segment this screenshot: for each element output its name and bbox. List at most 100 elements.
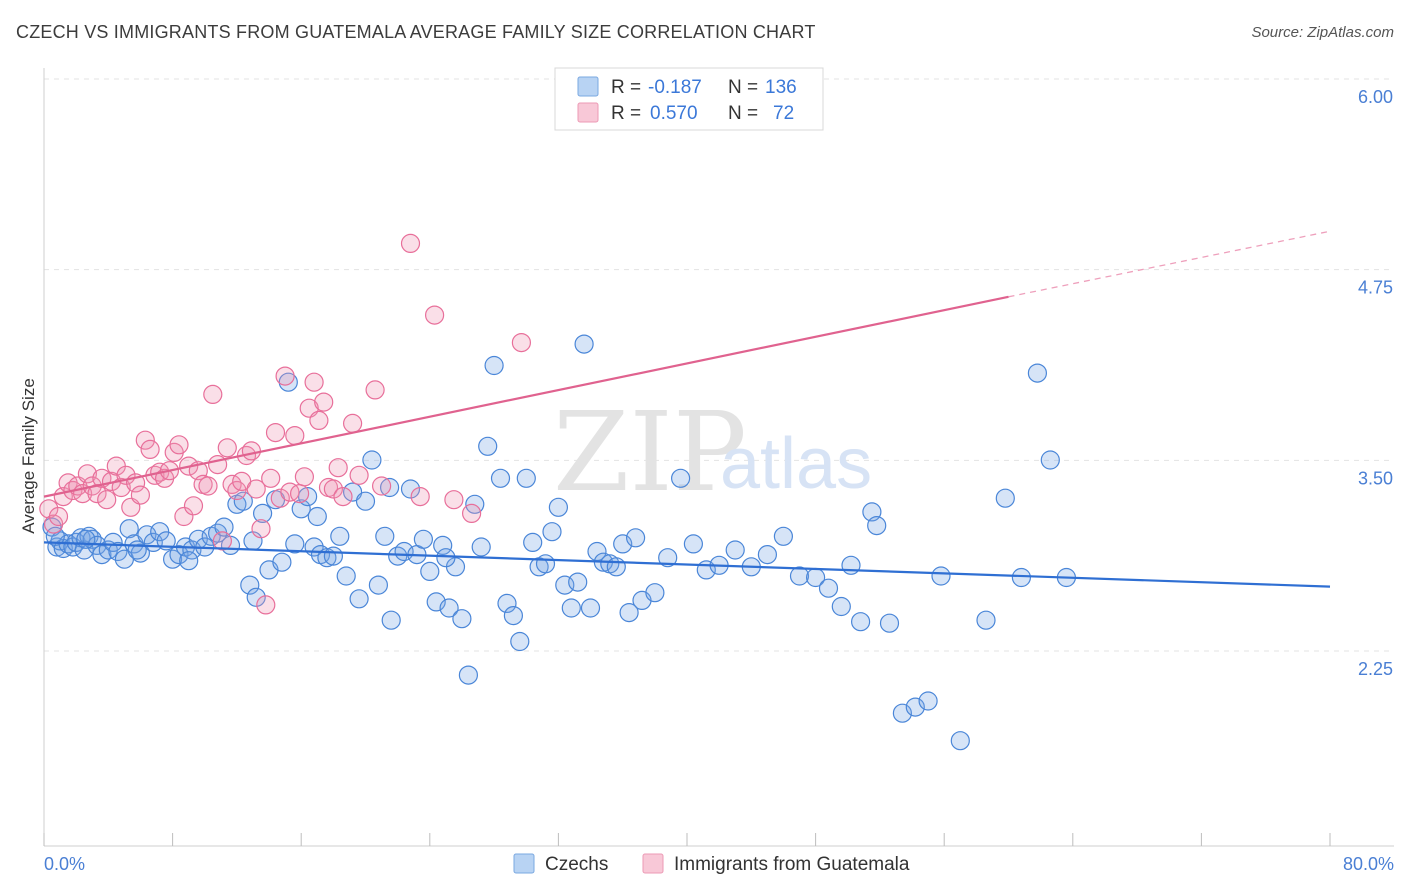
data-point — [511, 333, 532, 353]
data-point — [309, 410, 329, 430]
data-point — [304, 372, 324, 392]
data-point — [1027, 363, 1048, 383]
data-point — [203, 384, 223, 404]
data-point — [323, 479, 343, 499]
data-point — [410, 487, 430, 507]
data-point — [323, 546, 343, 566]
data-point — [212, 531, 232, 551]
data-point — [625, 528, 646, 548]
data-point — [490, 468, 511, 488]
data-point — [140, 439, 160, 459]
data-point — [879, 613, 900, 633]
data-point — [355, 491, 376, 511]
data-point — [645, 583, 665, 603]
legend-r-value-czechs: -0.187 — [648, 77, 702, 98]
data-point — [658, 548, 678, 568]
data-point — [439, 598, 459, 618]
data-point — [251, 519, 271, 539]
data-point — [294, 467, 314, 487]
bottom-legend-swatch-guatemala — [642, 853, 664, 874]
data-point — [510, 631, 530, 652]
data-point — [77, 464, 98, 484]
legend-r-label-czechs: R = — [611, 77, 641, 98]
data-point — [580, 598, 601, 618]
data-point — [328, 458, 348, 478]
y-axis-label: Average Family Size — [19, 378, 38, 534]
watermark-zip: ZIP — [553, 388, 747, 516]
data-point — [103, 532, 123, 553]
trend-lines — [43, 230, 1331, 588]
data-point — [270, 488, 290, 508]
y-tick-labels: 2.25 3.50 4.75 6.00 — [1358, 87, 1393, 679]
data-point — [931, 566, 951, 586]
data-point — [400, 233, 421, 253]
data-point — [400, 479, 421, 499]
source-credit: Source: ZipAtlas.com — [1251, 24, 1394, 41]
data-point — [568, 572, 588, 592]
data-point — [471, 537, 491, 557]
x-tick-label-min: 0.0% — [44, 854, 85, 874]
data-point — [241, 441, 261, 461]
data-point — [950, 731, 970, 751]
data-point — [1040, 450, 1060, 470]
data-point — [375, 526, 395, 546]
data-point — [368, 575, 388, 595]
data-point — [574, 334, 594, 354]
legend-box — [554, 67, 824, 131]
data-point — [444, 490, 464, 510]
data-point — [542, 522, 562, 542]
data-point — [976, 610, 996, 630]
data-point — [478, 436, 498, 456]
data-point — [436, 548, 456, 568]
legend-r-label-guatemala: R = — [611, 103, 641, 124]
data-point — [918, 691, 938, 711]
data-point — [256, 595, 276, 615]
legend-swatch-guatemala — [577, 102, 599, 123]
data-point — [867, 515, 887, 536]
data-point — [535, 554, 556, 574]
data-point — [246, 587, 266, 607]
data-point — [198, 476, 218, 496]
data-point — [420, 561, 440, 582]
data-point — [413, 529, 433, 549]
data-point — [76, 529, 96, 549]
data-point — [425, 305, 445, 325]
trend-line-guatemala — [43, 295, 1009, 498]
data-point — [314, 392, 334, 412]
data-point — [381, 610, 401, 630]
legend-r-value-guatemala: 0.570 — [650, 103, 698, 124]
data-point — [290, 484, 310, 504]
data-point — [548, 497, 569, 517]
data-point — [523, 532, 543, 553]
legend-n-label-guatemala: N = — [728, 103, 758, 124]
data-point — [497, 593, 517, 614]
data-point — [995, 488, 1015, 508]
data-point — [48, 506, 69, 527]
trend-line-czechs — [43, 541, 1331, 588]
data-point — [179, 551, 199, 571]
bottom-legend-label-czechs: Czechs — [545, 854, 608, 875]
data-point — [606, 557, 626, 577]
data-point — [362, 450, 382, 470]
data-point — [516, 468, 536, 488]
data-point — [433, 535, 453, 556]
data-point — [773, 526, 794, 546]
data-point — [380, 477, 400, 498]
data-point — [462, 503, 482, 524]
data-point — [39, 499, 59, 519]
data-point — [111, 477, 131, 498]
data-point — [130, 485, 150, 505]
data-point — [97, 490, 117, 510]
data-point — [183, 496, 204, 516]
data-point — [1011, 567, 1032, 588]
data-point — [850, 612, 871, 632]
watermark: ZIP atlas — [553, 388, 872, 516]
data-point — [503, 605, 524, 626]
data-point — [261, 468, 281, 488]
data-point — [135, 430, 155, 450]
data-point — [349, 465, 369, 485]
chart-title: CZECH VS IMMIGRANTS FROM GUATEMALA AVERA… — [16, 22, 816, 42]
data-point — [757, 544, 778, 565]
data-point — [275, 366, 295, 386]
